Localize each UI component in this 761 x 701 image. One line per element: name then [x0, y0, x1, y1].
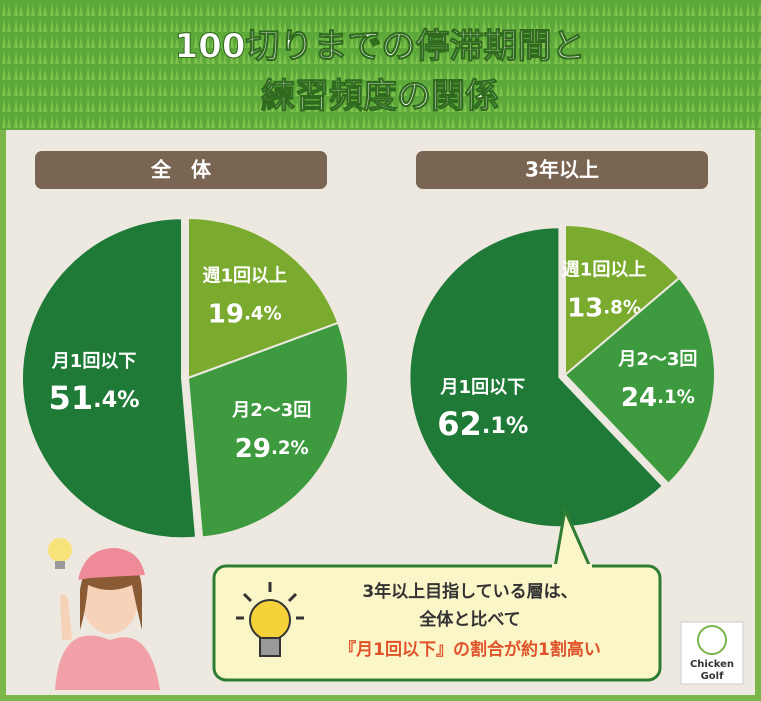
logo-mark — [697, 625, 727, 655]
callout-join — [552, 564, 592, 569]
pie-slice — [563, 276, 716, 486]
slice-value: 24.1% — [621, 382, 695, 412]
grass-band — [0, 0, 761, 130]
callout-box — [212, 564, 662, 682]
pie-slice — [187, 216, 340, 380]
heading-bar — [416, 151, 708, 189]
slice-category: 週1回以上 — [203, 266, 288, 287]
bulb-icon — [236, 582, 304, 657]
callout-text: 3年以上目指している層は、 — [362, 581, 577, 602]
logo-text: Chicken — [690, 659, 734, 670]
pie-slice — [564, 223, 681, 378]
title-line: 練習頻度の関係 — [261, 77, 499, 117]
slice-value: 62.1% — [437, 405, 528, 443]
pie-slice — [186, 321, 349, 539]
callout-text: 全体と比べて — [418, 609, 520, 630]
pie-slice — [408, 226, 665, 529]
slice-value: 19.4% — [208, 299, 282, 329]
callout-highlight: 『月1回以下』の割合が約1割高い — [339, 639, 601, 660]
callout-pointer — [553, 504, 592, 568]
slice-category: 週1回以上 — [562, 260, 647, 281]
pies: 週1回以上 19.4% 月2〜3回 29.2% 月1回以下 51.4% 週1回以上 13.8%… — [21, 216, 716, 540]
slice-category: 月1回以下 — [440, 377, 526, 398]
slice-category: 月2〜3回 — [231, 400, 311, 421]
pie-heading: 全 体 — [150, 158, 212, 182]
slice-category: 月1回以下 — [51, 351, 137, 372]
person-illustration — [48, 538, 160, 690]
heading-bar — [35, 151, 327, 189]
slice-value: 29.2% — [235, 434, 309, 464]
pie-heading: 3年以上 — [525, 158, 599, 182]
slice-value: 51.4% — [49, 379, 140, 417]
pie-slice — [21, 217, 198, 540]
title-line: 100切りまでの停滞期間と — [175, 27, 586, 67]
logo-text: Golf — [701, 671, 725, 682]
slice-category: 月2〜3回 — [617, 349, 697, 370]
slice-value: 13.8% — [567, 293, 641, 323]
